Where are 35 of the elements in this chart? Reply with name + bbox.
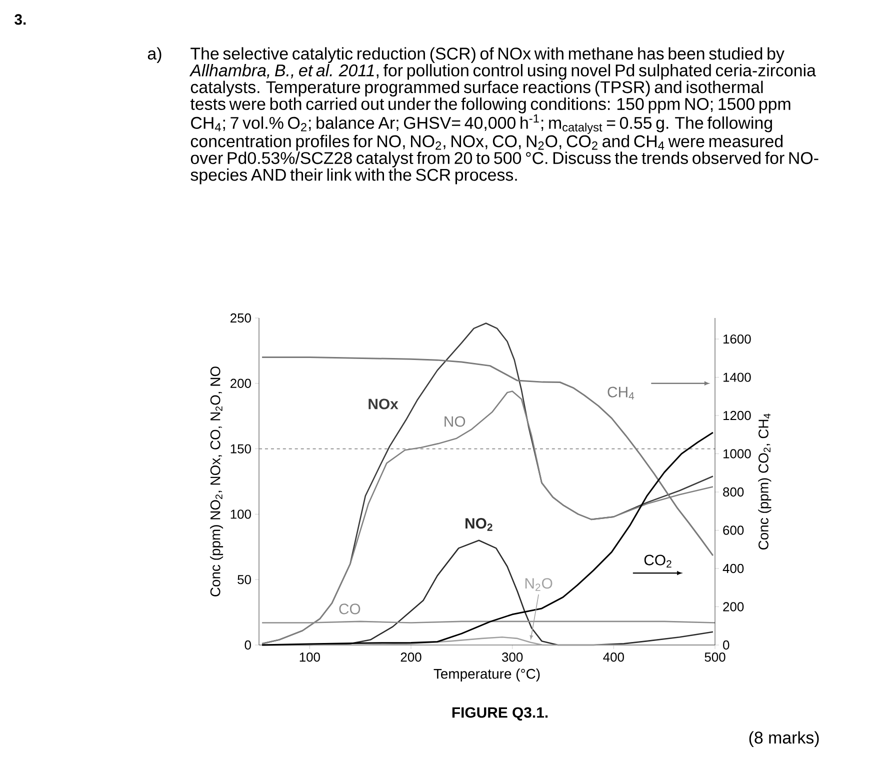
- y2-tick-label: 800: [723, 487, 744, 497]
- x-tick-label: 400: [603, 652, 624, 662]
- legend-label: CH$_{4}$: [608, 386, 634, 400]
- x-tick-label: 200: [400, 652, 422, 662]
- x-tick-label: 100: [300, 652, 320, 662]
- x-axis-title: Temperature (°C): [434, 668, 540, 682]
- y-tick-label: 0: [244, 640, 251, 650]
- y2-tick-label: 1000: [724, 449, 751, 458]
- text: a): [148, 47, 162, 63]
- y2-tick-label: 0: [723, 640, 730, 650]
- series-label: NO$_{2}$: [466, 518, 492, 531]
- y2-tick-label: 1400: [724, 372, 751, 382]
- caption: FIGURE Q3.1.: [452, 707, 548, 721]
- series-label: NO: [444, 416, 466, 427]
- y-axis-title: Conc (ppm) NO$_{2}$, NOx, CO, N$_{2}$O, NO: [210, 366, 224, 596]
- x-tick-label: 500: [704, 652, 726, 662]
- text: N$_{2}$O: [525, 578, 552, 591]
- y-tick-label: 50: [238, 575, 251, 584]
- y2-tick-label: 1600: [724, 334, 751, 344]
- y2-tick-label: 200: [723, 602, 744, 612]
- y2-tick-label: 400: [722, 564, 744, 574]
- y2-axis-title: Conc (ppm) CO$_{2}$, CH$_{4}$: [758, 414, 772, 550]
- text: The selective catalytic reduction (SCR) of NOx with methane has been studied by Allhambra, B., et al. 2011, for pollution control using novel Pd sulphated ceria-zirconia catalysts. Temperature programmed surface reactions (TPSR) and isothermal tests were both carried out under the following conditions: 150 ppm NO; 1500 ppm CH$_{4}$; 7 vol.% O$_{2}$; balance Ar; GHSV= 40,000 h$^{-1}$; m$_{catalyst}$ = 0.55 g. The following concentration profiles for NO, NO$_{2}$, NOx, CO, N$_{2}$O, CO$_{2}$ and CH$_{4}$ were measured over Pd0.53%/SCZ28 catalyst from 20 to 500 °C. Discuss the trends observed for NO-species AND their link with the SCR process.: [189, 47, 818, 184]
- series-label: CO: [339, 604, 360, 614]
- series-label: CO$_{2}$: [644, 554, 672, 568]
- y2-tick-label: 1200: [724, 410, 751, 420]
- text: 3.: [14, 14, 26, 25]
- y-tick-label: 200: [230, 378, 251, 388]
- y-tick-label: 100: [230, 510, 251, 519]
- y2-tick-label: 600: [723, 526, 744, 535]
- y-tick-label: 150: [230, 444, 251, 454]
- y-tick-label: 250: [230, 313, 251, 323]
- text: (8 marks): [749, 731, 819, 747]
- series-label: NOx: [368, 398, 398, 410]
- x-tick-label: 300: [502, 652, 523, 662]
